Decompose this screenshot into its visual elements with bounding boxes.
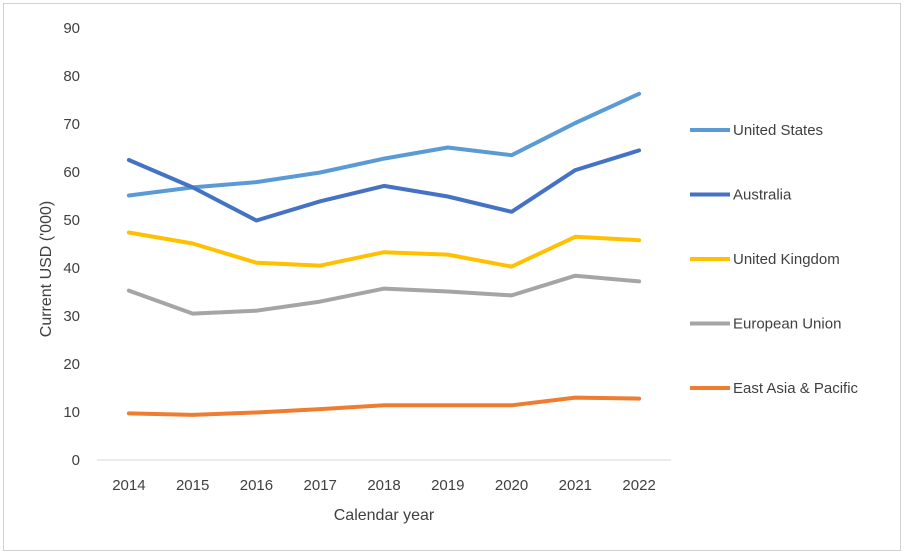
x-tick-label: 2019 bbox=[431, 477, 464, 494]
series-line-united-kingdom bbox=[126, 230, 642, 269]
chart-frame: 0 10 20 30 40 50 60 70 80 90 2014 2015 2016 2017 2018… bbox=[3, 3, 901, 551]
legend-label: United States bbox=[733, 122, 823, 139]
y-tick-label: 50 bbox=[63, 212, 80, 229]
x-tick-label: 2014 bbox=[112, 477, 145, 494]
y-axis-title: Current USD ('000) bbox=[38, 201, 55, 337]
x-tick-label: 2018 bbox=[367, 477, 400, 494]
legend-label: United Kingdom bbox=[733, 251, 840, 268]
y-tick-label: 80 bbox=[63, 68, 80, 85]
series-lines bbox=[126, 91, 642, 417]
y-tick-label: 30 bbox=[63, 308, 80, 325]
x-tick-label: 2022 bbox=[622, 477, 655, 494]
x-tick-label: 2021 bbox=[559, 477, 592, 494]
legend: United States Australia United Kingdom Euro… bbox=[690, 122, 859, 397]
series-line-australia bbox=[126, 148, 642, 223]
y-tick-label: 90 bbox=[63, 20, 80, 37]
y-tick-label: 70 bbox=[63, 116, 80, 133]
legend-label: Australia bbox=[733, 187, 792, 204]
series-line-united-states bbox=[126, 91, 642, 198]
x-tick-label: 2017 bbox=[304, 477, 337, 494]
x-tick-label: 2015 bbox=[176, 477, 209, 494]
y-tick-label: 10 bbox=[63, 404, 80, 421]
y-tick-label: 40 bbox=[63, 260, 80, 277]
y-tick-label: 60 bbox=[63, 164, 80, 181]
y-axis: 0 10 20 30 40 50 60 70 80 90 bbox=[63, 20, 80, 469]
y-tick-label: 0 bbox=[72, 452, 80, 469]
x-tick-label: 2020 bbox=[495, 477, 528, 494]
x-axis: 2014 2015 2016 2017 2018 2019 2020 2021 2022 bbox=[97, 459, 671, 494]
y-tick-label: 20 bbox=[63, 356, 80, 373]
line-chart: 0 10 20 30 40 50 60 70 80 90 2014 2015 2016 2017 2018… bbox=[38, 20, 859, 524]
series-line-east-asia-pacific bbox=[126, 395, 642, 417]
legend-label: East Asia & Pacific bbox=[733, 380, 859, 397]
x-axis-title: Calendar year bbox=[334, 507, 435, 524]
legend-label: European Union bbox=[733, 316, 841, 333]
x-tick-label: 2016 bbox=[240, 477, 273, 494]
series-line-european-union bbox=[126, 273, 642, 316]
